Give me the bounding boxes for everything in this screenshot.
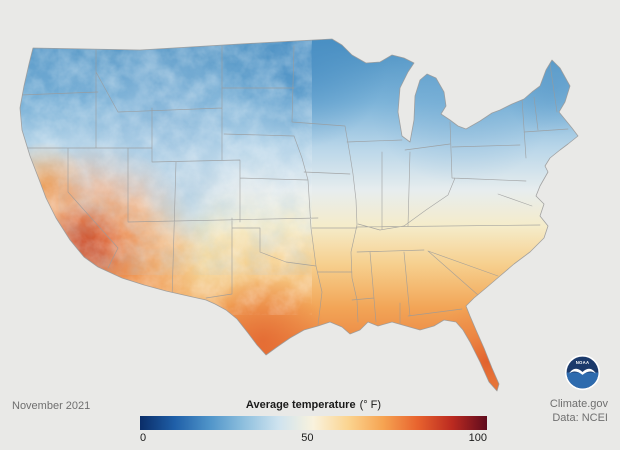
period-label: November 2021 bbox=[12, 400, 91, 412]
noaa-bird-icon bbox=[569, 368, 596, 375]
data-source-label: Data: NCEI bbox=[552, 412, 608, 424]
state-borders bbox=[20, 45, 569, 327]
colorbar-tick-max: 100 bbox=[468, 432, 487, 444]
colorbar-tick-min: 0 bbox=[140, 432, 147, 444]
noaa-logo-sea bbox=[566, 372, 599, 389]
legend-unit: (° F) bbox=[359, 399, 382, 411]
legend-title: Average temperature bbox=[245, 399, 356, 411]
us-boundary bbox=[19, 38, 579, 392]
noaa-logo: NOAA bbox=[564, 354, 601, 391]
colorbar-tick-mid: 50 bbox=[301, 432, 314, 444]
terrain-mottle-blue bbox=[70, 44, 300, 264]
noaa-logo-label: NOAA bbox=[576, 360, 590, 365]
legend-title-row: Average temperature (° F) bbox=[140, 399, 487, 411]
temperature-legend: Average temperature (° F) 0 50 100 bbox=[140, 399, 487, 444]
site-label: Climate.gov bbox=[549, 398, 608, 410]
attribution: Climate.gov Data: NCEI bbox=[550, 397, 608, 425]
colorbar-ticks: 0 50 100 bbox=[140, 432, 487, 444]
colorbar bbox=[140, 416, 487, 430]
